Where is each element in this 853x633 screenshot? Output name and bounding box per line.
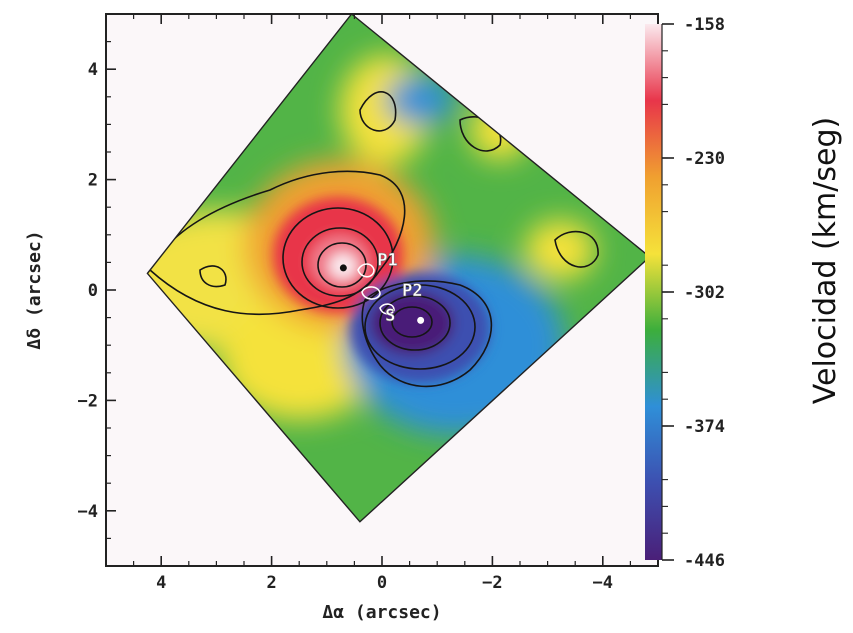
colorbar <box>645 24 662 560</box>
x-axis-label: Δα (arcsec) <box>322 602 441 623</box>
x-tick-label: −4 <box>593 573 613 593</box>
feature-label: P1 <box>377 251 397 271</box>
x-tick-label: 2 <box>266 573 276 593</box>
velocity-max-marker <box>339 264 347 272</box>
colorbar-label-box: Velocidad (km/seg) <box>806 50 846 470</box>
x-tick-label: 4 <box>156 573 166 593</box>
colorbar-ticks: -158 -230 -302 -374 -446 <box>662 15 725 571</box>
field-of-view-outline <box>146 13 651 523</box>
y-tick-label: 0 <box>88 281 98 301</box>
y-axis-label: Δδ (arcsec) <box>24 230 45 349</box>
y-tick-label: −4 <box>78 502 98 522</box>
x-tick-label: 0 <box>377 573 387 593</box>
y-tick-label: −2 <box>78 391 98 411</box>
colorbar-tick-label: -446 <box>684 551 725 571</box>
aperture-outlines <box>357 263 395 315</box>
colorbar-tick-label: -374 <box>684 417 725 437</box>
contour-lines <box>149 91 599 433</box>
feature-label: P2 <box>402 281 422 301</box>
feature-label: S <box>385 306 395 326</box>
x-tick-label: −2 <box>482 573 502 593</box>
x-axis-ticks: 4 2 0 −2 −4 <box>133 14 632 593</box>
y-tick-label: 2 <box>88 171 98 191</box>
extrema-markers <box>339 264 425 324</box>
velocity-min-marker <box>417 316 425 324</box>
colorbar-tick-label: -158 <box>684 15 725 35</box>
y-tick-label: 4 <box>88 60 98 80</box>
colorbar-tick-label: -230 <box>684 149 725 169</box>
colorbar-label: Velocidad (km/seg) <box>808 116 844 404</box>
y-axis-ticks: 4 2 0 −2 −4 <box>78 40 116 540</box>
colorbar-tick-label: -302 <box>684 283 725 303</box>
